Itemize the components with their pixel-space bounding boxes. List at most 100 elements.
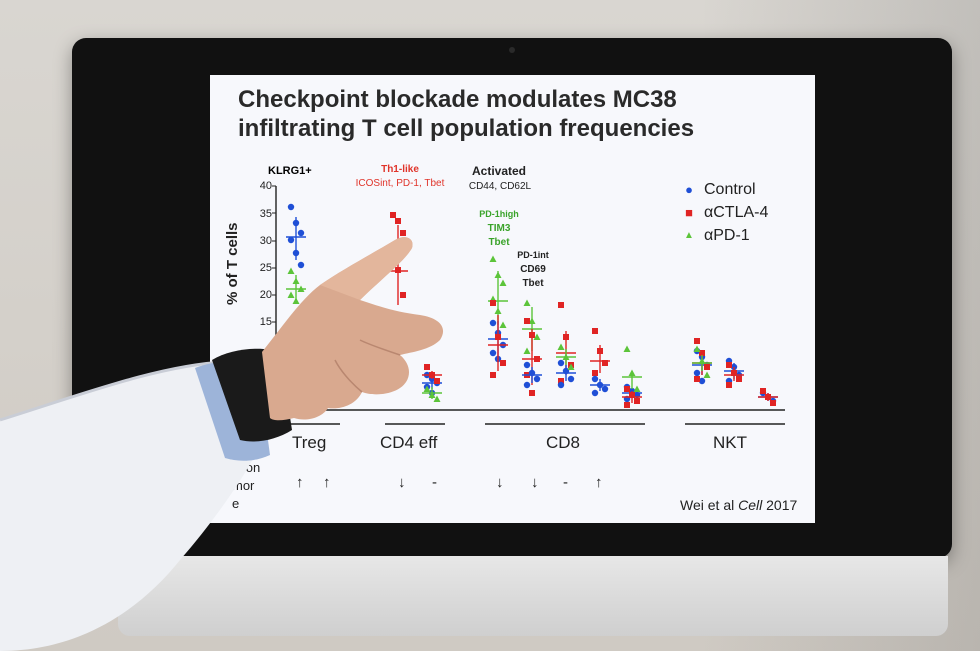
control-point — [567, 375, 575, 383]
ctla4-point — [434, 378, 440, 384]
title-line-2: infiltrating T cell population frequenci… — [238, 115, 695, 142]
scatter-plot — [272, 185, 785, 425]
ctla4-point — [529, 390, 535, 396]
square-marker-icon: ■ — [685, 205, 693, 220]
effect-arrow: - — [563, 474, 568, 491]
data-points — [286, 203, 778, 408]
y-tick: 30 — [259, 235, 272, 247]
pd1-point — [628, 369, 636, 376]
control-point — [562, 367, 570, 375]
citation-year: 2017 — [762, 497, 798, 513]
ctla4-point — [592, 328, 598, 334]
pd1-point — [567, 363, 575, 370]
caption-pd1-int: PD-1int — [517, 250, 549, 260]
ctla4-point — [500, 360, 506, 366]
pd1-point — [423, 385, 431, 392]
caption-klrg1: KLRG1+ — [268, 165, 312, 177]
control-point — [533, 375, 541, 383]
monitor-chin — [118, 556, 948, 636]
group-label-cd8: CD8 — [546, 433, 581, 452]
pd1-point — [557, 343, 565, 350]
ctla4-point — [558, 378, 564, 384]
pd1-point — [698, 357, 706, 364]
effect-arrow: ↑ — [296, 474, 304, 491]
triangle-marker-icon: ▲ — [684, 230, 694, 241]
lab-coat-sleeve — [0, 362, 262, 651]
caption-th1-markers: ICOSint, PD-1, Tbet — [355, 178, 445, 189]
ctla4-point — [704, 364, 710, 370]
pd1-point — [489, 255, 497, 262]
ctla4-point — [770, 400, 776, 406]
control-point — [287, 203, 295, 211]
y-tick: 15 — [259, 316, 272, 328]
legend-item-pd1: ▲ αPD-1 — [680, 224, 768, 247]
ctla4-point — [534, 356, 540, 362]
ctla4-point — [597, 348, 603, 354]
ctla4-point — [529, 332, 535, 338]
control-point — [523, 381, 531, 389]
pd1-point — [297, 285, 305, 292]
ctla4-point — [429, 372, 435, 378]
citation: Wei et al Cell 2017 — [680, 497, 797, 513]
ctla4-point — [563, 334, 569, 340]
ctla4-point — [726, 382, 732, 388]
pd1-point — [494, 307, 502, 314]
effect-arrow: ↓ — [398, 474, 406, 491]
pd1-point — [533, 333, 541, 340]
ctla4-point — [699, 350, 705, 356]
pd1-point — [562, 353, 570, 360]
y-tick: 20 — [259, 289, 272, 301]
ctla4-point — [736, 376, 742, 382]
y-tick: 35 — [259, 208, 272, 220]
pd1-point — [428, 391, 436, 398]
pd1-point — [623, 345, 631, 352]
ctla4-point — [495, 334, 501, 340]
control-point — [297, 261, 305, 269]
caption-tbet-black: Tbet — [522, 278, 544, 289]
ctla4-point — [395, 218, 401, 224]
caption-tim3: TIM3 — [487, 223, 511, 234]
pd1-point — [499, 321, 507, 328]
control-point — [596, 381, 604, 389]
ctla4-point — [694, 338, 700, 344]
camera-icon — [509, 47, 515, 53]
effect-arrow: - — [432, 474, 437, 491]
plot-legend: ● Control ■ αCTLA-4 ▲ αPD-1 — [680, 178, 768, 247]
citation-journal: Cell — [738, 497, 763, 513]
control-point — [693, 369, 701, 377]
control-point — [601, 385, 609, 393]
ctla4-point — [624, 386, 630, 392]
ctla4-point — [558, 302, 564, 308]
control-point — [292, 219, 300, 227]
ctla4-point — [694, 376, 700, 382]
ctla4-point — [524, 318, 530, 324]
pd1-point — [433, 395, 441, 402]
ctla4-point — [490, 372, 496, 378]
control-point — [292, 249, 300, 257]
ctla4-point — [602, 360, 608, 366]
ctla4-point — [424, 364, 430, 370]
y-tick: 25 — [259, 262, 272, 274]
legend-label: αCTLA-4 — [704, 203, 769, 221]
ctla4-point — [634, 398, 640, 404]
circle-marker-icon: ● — [685, 182, 693, 197]
pd1-point — [494, 271, 502, 278]
ctla4-point — [395, 267, 401, 273]
legend-item-control: ● Control — [680, 178, 768, 201]
control-point — [557, 381, 565, 389]
ctla4-point — [765, 394, 771, 400]
control-point — [591, 389, 599, 397]
control-point — [287, 236, 295, 244]
caption-activated: Activated — [471, 164, 527, 178]
pd1-point — [633, 385, 641, 392]
control-point — [698, 377, 706, 385]
control-point — [557, 359, 565, 367]
ctla4-point — [760, 388, 766, 394]
pd1-point — [523, 347, 531, 354]
legend-label: αPD-1 — [704, 226, 750, 244]
title-line-1: Checkpoint blockade modulates MC38 — [238, 86, 677, 113]
ctla4-point — [390, 212, 396, 218]
citation-prefix: Wei et al — [680, 497, 739, 513]
ctla4-point — [592, 370, 598, 376]
pd1-point — [523, 299, 531, 306]
